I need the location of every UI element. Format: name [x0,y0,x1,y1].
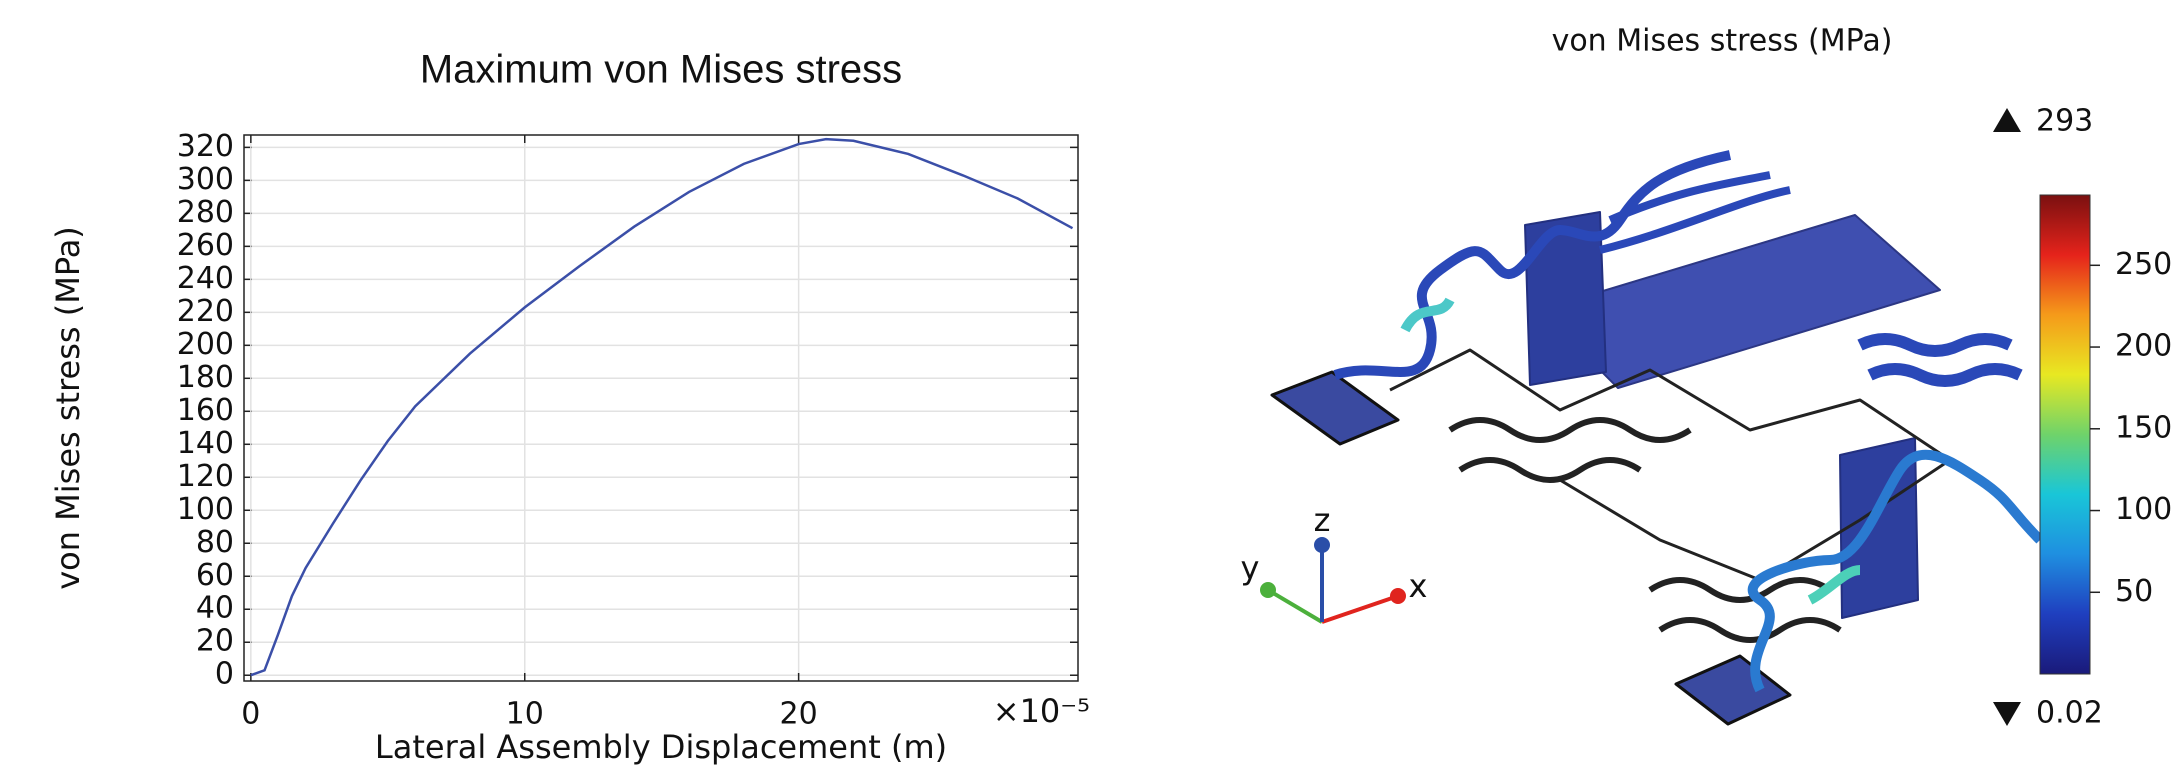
colorbar-title: von Mises stress (MPa) [1552,24,1893,59]
y-tick-label: 160 [177,393,234,428]
y-tick-label: 200 [177,327,234,362]
chart-title: Maximum von Mises stress [420,48,902,92]
y-tick-label: 0 [215,657,234,692]
y-tick-label: 100 [177,492,234,527]
axis-arrow [1322,596,1398,622]
axis-label: z [1314,501,1331,539]
colorbar-min: 0.02 [2036,696,2103,731]
y-tick-label: 20 [196,624,234,659]
y-tick-label: 40 [196,591,234,626]
axis-arrow-head [1314,537,1330,553]
axis-label: y [1241,549,1260,587]
pad [1676,656,1790,724]
axis-arrow-head [1390,588,1406,604]
y-tick-label: 220 [177,294,234,329]
x-tick-label: 20 [780,697,818,732]
colorbar-tick-label: 50 [2115,574,2153,609]
y-tick-label: 300 [177,162,234,197]
colorbar-tick-label: 200 [2115,329,2172,364]
axis-label: x [1409,567,1428,605]
y-tick-label: 260 [177,228,234,263]
min-marker [1993,702,2021,726]
ribbon [1860,339,2020,381]
ribbon [1600,175,1790,250]
axis-arrow-head [1260,582,1276,598]
figure: Maximum von Mises stress0204060801001201… [0,0,2178,768]
pad [1272,372,1398,444]
y-tick-label: 320 [177,129,234,164]
colorbar-tick-label: 100 [2115,492,2172,527]
y-tick-label: 140 [177,426,234,461]
y-tick-label: 120 [177,459,234,494]
data-line [251,139,1073,675]
colorbar-max: 293 [2036,104,2093,139]
x-offset-text: ×10⁻⁵ [993,692,1090,730]
y-tick-label: 280 [177,195,234,230]
colorbar [2040,195,2090,674]
y-tick-label: 180 [177,360,234,395]
colorbar-tick-label: 250 [2115,247,2172,282]
plot-frame [244,135,1078,681]
x-axis-label: Lateral Assembly Displacement (m) [375,728,947,766]
x-tick-label: 10 [506,697,544,732]
y-tick-label: 60 [196,558,234,593]
x-tick-label: 0 [241,697,260,732]
colorbar-tick-label: 150 [2115,410,2172,445]
y-axis-label: von Mises stress (MPa) [49,226,87,590]
device-render [1272,155,2040,724]
max-marker [1993,108,2021,132]
y-tick-label: 240 [177,261,234,296]
axis-arrow [1268,590,1322,622]
y-tick-label: 80 [196,525,234,560]
